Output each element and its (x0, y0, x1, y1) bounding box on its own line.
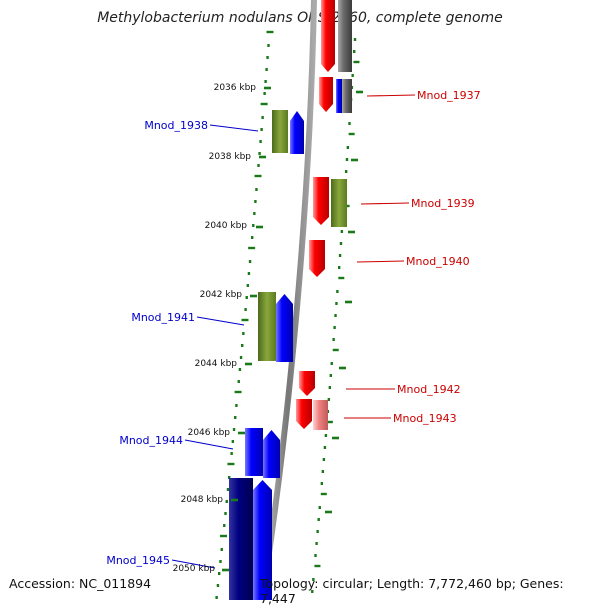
gene-features (229, 0, 352, 600)
left-tick-track (215, 30, 274, 599)
kbp-label: 2042 kbp (200, 290, 243, 300)
leader-line (184, 439, 234, 450)
kbp-label: 2046 kbp (188, 428, 231, 438)
kbp-label: 2038 kbp (209, 152, 252, 162)
kbp-label: 2040 kbp (205, 221, 248, 231)
gene-label-left: Mnod_1938 (144, 119, 208, 132)
cds-pink (313, 400, 328, 430)
cds-forward (290, 111, 304, 154)
leader-line (171, 559, 216, 569)
kbp-label: 2036 kbp (214, 83, 257, 93)
leader-line (196, 316, 245, 326)
cds-forward (263, 430, 280, 478)
kbp-label: 2048 kbp (181, 495, 224, 505)
leader-line (356, 260, 405, 263)
cds-reverse (321, 0, 335, 72)
cds-olive (331, 179, 347, 227)
right-tick-track (311, 38, 360, 593)
cds-gray (338, 0, 352, 72)
kbp-label: 2050 kbp (173, 564, 216, 574)
gene-label-left: Mnod_1945 (106, 554, 170, 567)
cds-olive (272, 110, 288, 153)
cds-gray (342, 79, 352, 113)
accession-label: Accession: NC_011894 (9, 576, 152, 591)
gene-label-right: Mnod_1942 (397, 383, 461, 396)
gene-label-right: Mnod_1939 (411, 197, 475, 210)
cds-navy (229, 478, 253, 600)
leader-line (366, 94, 416, 97)
map-title: Methylobacterium nodulans ORS 2060, comp… (97, 10, 503, 26)
cds-olive (258, 292, 276, 361)
backbone-line (259, 0, 317, 600)
cds-reverse (296, 399, 312, 429)
cds-forward (336, 79, 342, 113)
cds-reverse (309, 240, 325, 277)
kbp-tick-labels: 2036 kbp 2038 kbp 2040 kbp 2042 kbp 2044 kbp… (173, 83, 363, 574)
gene-labels: Mnod_1938 Mnod_1941 Mnod_1944 Mnod_1945 Mnod… (106, 89, 481, 569)
gene-label-right: Mnod_1940 (406, 255, 470, 268)
cds-forward (245, 428, 263, 476)
gene-label-right: Mnod_1943 (393, 412, 457, 425)
gene-label-left: Mnod_1941 (131, 311, 195, 324)
leader-line (360, 202, 410, 205)
cds-reverse (313, 177, 329, 225)
gene-label-right: Mnod_1937 (417, 89, 481, 102)
gene-label-left: Mnod_1944 (119, 434, 183, 447)
cds-reverse (319, 77, 333, 112)
cds-forward (276, 294, 293, 362)
genome-backbone (259, 0, 317, 600)
leader-line (209, 124, 259, 132)
genome-summary-label: Topology: circular; Length: 7,772,460 bp… (260, 576, 564, 606)
cds-forward (253, 480, 272, 600)
cds-reverse (299, 371, 315, 396)
kbp-label: 2044 kbp (195, 359, 238, 369)
